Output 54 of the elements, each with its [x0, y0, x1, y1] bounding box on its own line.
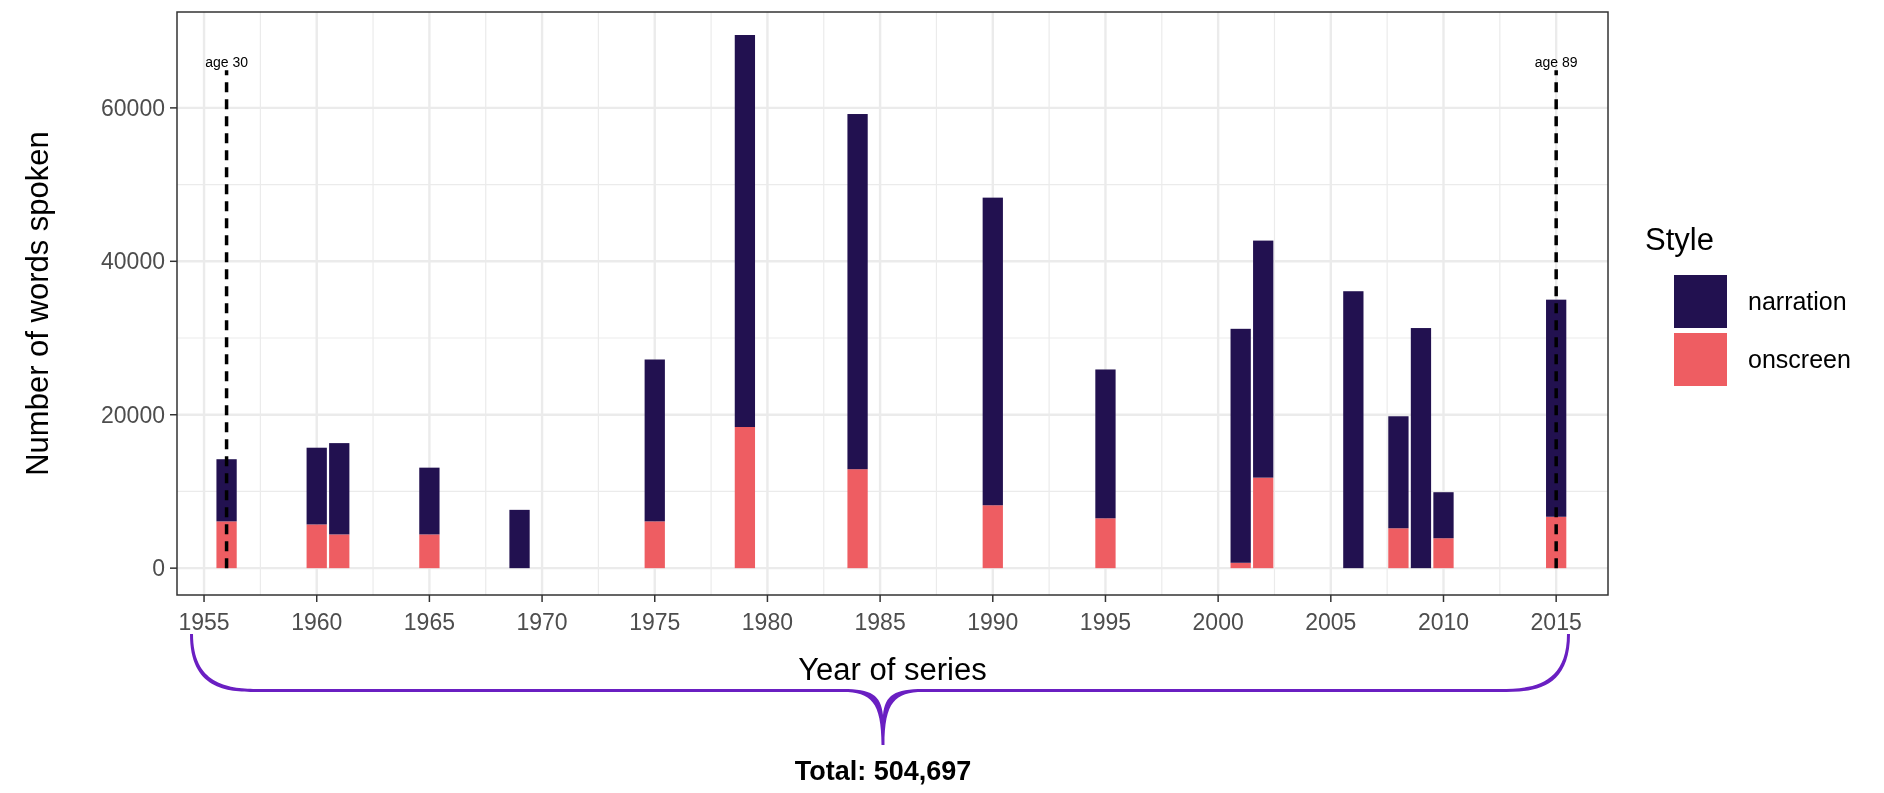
bar: [734, 427, 756, 569]
bar: [644, 521, 665, 569]
bar: [329, 443, 350, 535]
bar: [1230, 562, 1251, 569]
bar: [419, 467, 440, 535]
bar: [1433, 492, 1454, 539]
bar: [847, 114, 868, 470]
x-tick-label: 1955: [178, 609, 230, 635]
bar: [1095, 369, 1116, 519]
bar: [982, 505, 1003, 569]
bar: [306, 447, 327, 525]
y-tick-label: 40000: [101, 248, 165, 275]
bar: [1230, 328, 1251, 563]
bar: [1388, 416, 1409, 529]
bar: [982, 197, 1003, 506]
bar: [1253, 240, 1274, 478]
y-axis-title: Number of words spoken: [20, 131, 55, 476]
bar: [644, 359, 665, 522]
y-tick-label: 60000: [101, 94, 165, 121]
bar: [306, 524, 327, 569]
x-tick-label: 2000: [1192, 609, 1244, 635]
bar: [1095, 518, 1116, 569]
bar: [1343, 291, 1364, 569]
y-tick-label: 20000: [101, 401, 165, 428]
x-tick-label: 1985: [854, 609, 906, 635]
legend-label: narration: [1748, 287, 1847, 315]
legend-label: onscreen: [1748, 345, 1851, 373]
bar: [329, 534, 350, 569]
x-tick-label: 1990: [967, 609, 1019, 635]
ref-line-label: age 89: [1534, 54, 1578, 71]
bar: [847, 469, 868, 569]
bar: [1388, 528, 1409, 569]
x-tick-label: 1980: [741, 609, 794, 635]
x-axis-title: Year of series: [798, 652, 987, 687]
legend-title: Style: [1645, 222, 1714, 257]
y-tick-label: 0: [152, 555, 165, 582]
bar: [734, 35, 756, 427]
bar: [1410, 328, 1432, 569]
bar: [1253, 477, 1274, 569]
x-tick-label: 2010: [1417, 609, 1470, 635]
bar: [1433, 538, 1454, 569]
text: Total: 504,697: [794, 756, 972, 786]
x-tick-label: 1960: [291, 609, 343, 635]
bar: [216, 459, 237, 522]
x-tick-label: 1995: [1079, 609, 1132, 635]
x-tick-label: 1970: [516, 609, 568, 635]
bar: [216, 521, 237, 569]
x-tick-label: 2005: [1305, 609, 1357, 635]
bar: [419, 534, 440, 569]
bar: [509, 509, 530, 569]
ref-line-label: age 30: [205, 54, 249, 71]
x-tick-label: 1975: [629, 609, 681, 635]
x-tick-label: 2015: [1530, 609, 1582, 635]
x-tick-label: 1965: [403, 609, 455, 635]
